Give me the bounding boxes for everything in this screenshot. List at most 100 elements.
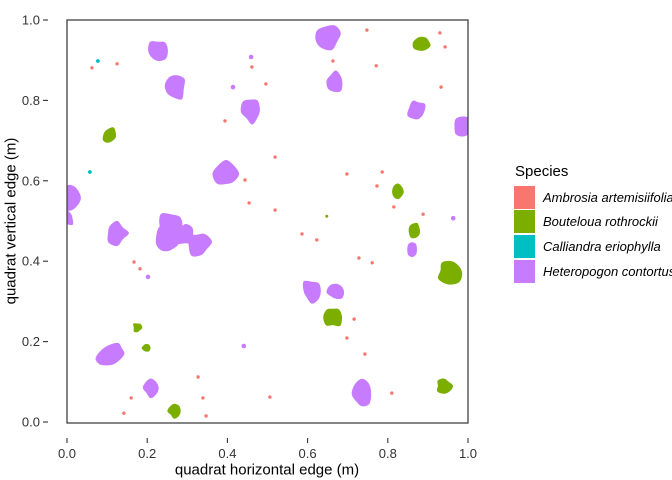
species-patch-heteropogon-contortus [407, 242, 417, 258]
legend-label-bouteloua-rothrockii: Bouteloua rothrockii [543, 214, 658, 230]
species-patch-heteropogon-contortus [351, 378, 372, 407]
species-point-ambrosia-artemisiifolia [357, 256, 361, 260]
species-patch-heteropogon-contortus [188, 233, 213, 257]
species-point-ambrosia-artemisiifolia [365, 28, 369, 32]
species-point-ambrosia-artemisiifolia [370, 261, 374, 265]
species-point-ambrosia-artemisiifolia [390, 391, 394, 395]
species-point-ambrosia-artemisiifolia [243, 178, 247, 182]
species-patch-heteropogon-contortus [315, 25, 341, 51]
species-point-ambrosia-artemisiifolia [204, 414, 208, 418]
species-point-ambrosia-artemisiifolia [443, 45, 447, 49]
species-patch-heteropogon-contortus [326, 70, 343, 93]
species-point-ambrosia-artemisiifolia [196, 375, 200, 379]
legend-swatch-calliandra-eriophylla [514, 234, 535, 258]
species-point-ambrosia-artemisiifolia [421, 212, 425, 216]
y-axis-tick-label: 0.0 [22, 415, 40, 430]
species-patch-bouteloua-rothrockii [133, 323, 143, 333]
species-patch-heteropogon-contortus [302, 280, 321, 304]
legend-label-ambrosia-artemisiifolia: Ambrosia artemisiifolia [543, 189, 672, 205]
x-axis-tick-label: 1.0 [459, 446, 477, 461]
species-point-ambrosia-artemisiifolia [380, 170, 384, 174]
species-patch-heteropogon-contortus [142, 378, 159, 399]
species-patch-bouteloua-rothrockii [102, 127, 117, 143]
species-point-ambrosia-artemisiifolia [300, 232, 304, 236]
species-point-ambrosia-artemisiifolia [374, 64, 378, 68]
x-axis-tick-label: 0.8 [379, 446, 397, 461]
legend-title: Species [515, 163, 569, 180]
species-patch-heteropogon-contortus [240, 99, 260, 125]
panel-background [67, 20, 468, 423]
species-point-heteropogon-contortus [241, 343, 247, 349]
species-patch-heteropogon-contortus [67, 210, 74, 226]
species-patch-heteropogon-contortus [107, 220, 129, 247]
species-point-ambrosia-artemisiifolia [331, 59, 335, 63]
species-point-ambrosia-artemisiifolia [247, 201, 251, 205]
species-point-calliandra-eriophylla [96, 59, 100, 63]
species-patch-heteropogon-contortus [164, 75, 185, 100]
species-point-ambrosia-artemisiifolia [201, 396, 205, 400]
species-patch-bouteloua-rothrockii [141, 343, 151, 352]
species-patch-heteropogon-contortus [454, 116, 468, 137]
species-patch-heteropogon-contortus [159, 213, 183, 241]
species-patch-heteropogon-contortus [148, 41, 168, 62]
species-point-ambrosia-artemisiifolia [223, 119, 227, 123]
species-patch-bouteloua-rothrockii [167, 403, 181, 419]
species-point-heteropogon-contortus [145, 274, 151, 280]
y-axis-tick-label: 1.0 [22, 13, 40, 28]
species-point-ambrosia-artemisiifolia [273, 155, 277, 159]
y-axis-tick-label: 0.2 [22, 334, 40, 349]
species-point-ambrosia-artemisiifolia [352, 317, 356, 321]
species-point-ambrosia-artemisiifolia [345, 172, 349, 176]
legend-swatch-heteropogon-contortus [514, 259, 535, 283]
species-point-ambrosia-artemisiifolia [345, 336, 349, 340]
species-patch-bouteloua-rothrockii [323, 308, 343, 327]
species-point-heteropogon-contortus [230, 84, 236, 90]
legend: Species Ambrosia artemisiifolia Bouteloua… [514, 163, 672, 283]
species-point-ambrosia-artemisiifolia [122, 411, 126, 415]
legend-item-heteropogon-contortus: Heteropogon contortus [514, 259, 672, 284]
species-point-ambrosia-artemisiifolia [129, 396, 133, 400]
y-axis-tick-label: 0.8 [22, 93, 40, 108]
species-point-calliandra-eriophylla [88, 170, 92, 174]
legend-items: Ambrosia artemisiifolia Bouteloua rothroc… [514, 185, 672, 283]
species-point-ambrosia-artemisiifolia [268, 395, 272, 399]
species-patch-bouteloua-rothrockii [436, 378, 454, 394]
species-point-ambrosia-artemisiifolia [138, 267, 142, 271]
species-point-ambrosia-artemisiifolia [392, 205, 396, 209]
y-axis-tick-label: 0.4 [22, 254, 40, 269]
panel-border [66, 19, 469, 424]
species-point-ambrosia-artemisiifolia [115, 62, 119, 66]
y-axis-title: quadrat vertical edge (m) [2, 137, 20, 305]
species-patch-heteropogon-contortus [67, 184, 81, 211]
species-point-heteropogon-contortus [450, 215, 456, 221]
x-axis-tick-label: 0.6 [299, 446, 317, 461]
species-point-ambrosia-artemisiifolia [264, 82, 268, 86]
species-patch-bouteloua-rothrockii [408, 222, 420, 239]
x-axis-title: quadrat horizontal edge (m) [174, 461, 360, 479]
species-point-bouteloua-rothrockii [325, 214, 329, 218]
species-point-heteropogon-contortus [248, 54, 254, 60]
species-point-ambrosia-artemisiifolia [273, 208, 277, 212]
species-point-ambrosia-artemisiifolia [363, 352, 367, 356]
legend-item-calliandra-eriophylla: Calliandra eriophylla [514, 234, 672, 259]
species-patch-heteropogon-contortus [407, 100, 426, 120]
species-patch-bouteloua-rothrockii [437, 260, 463, 285]
legend-swatch-ambrosia-artemisiifolia [514, 185, 535, 209]
species-point-ambrosia-artemisiifolia [438, 31, 442, 35]
species-patch-heteropogon-contortus [212, 160, 240, 185]
species-point-ambrosia-artemisiifolia [132, 260, 136, 264]
species-point-ambrosia-artemisiifolia [315, 238, 319, 242]
species-patch-heteropogon-contortus [326, 283, 345, 300]
x-axis-tick-label: 0.0 [58, 446, 76, 461]
species-point-ambrosia-artemisiifolia [90, 66, 94, 70]
species-patch-bouteloua-rothrockii [392, 183, 404, 200]
legend-label-heteropogon-contortus: Heteropogon contortus [543, 263, 672, 279]
x-axis-tick-label: 0.4 [218, 446, 236, 461]
legend-item-bouteloua-rothrockii: Bouteloua rothrockii [514, 210, 672, 235]
species-point-ambrosia-artemisiifolia [439, 85, 443, 89]
species-patch-bouteloua-rothrockii [412, 36, 431, 51]
legend-item-ambrosia-artemisiifolia: Ambrosia artemisiifolia [514, 185, 672, 210]
legend-label-calliandra-eriophylla: Calliandra eriophylla [543, 238, 661, 254]
